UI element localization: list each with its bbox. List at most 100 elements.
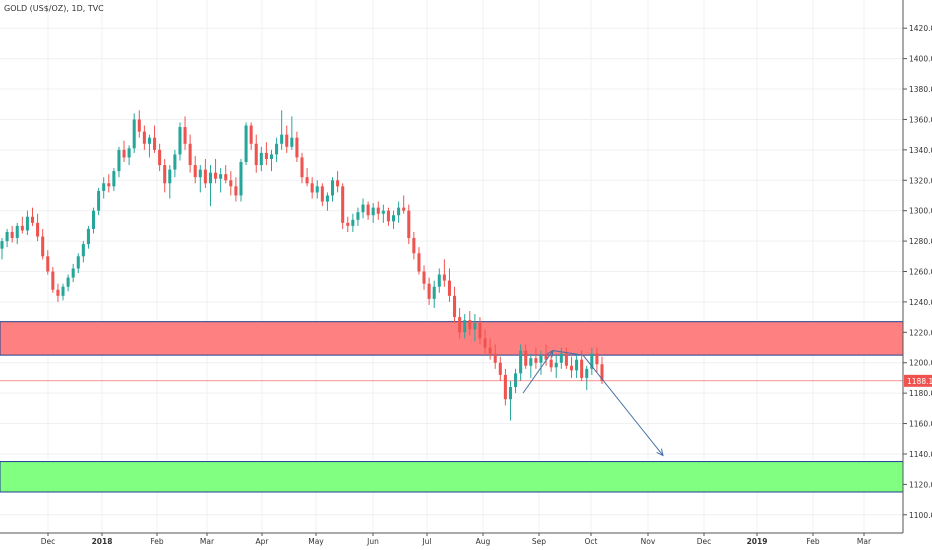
x-tick-label: 2018 [92,537,113,546]
candle-body [300,157,304,178]
candle-body [20,225,24,231]
candle-body [224,174,228,181]
candle-body [15,225,19,239]
y-tick-label: 1280.00 [909,237,932,246]
y-tick-label: 1300.00 [909,207,932,216]
candle-body [503,374,507,400]
candle-body [259,152,263,166]
x-tick-label: 2019 [747,537,768,546]
candle-body [453,295,457,318]
x-tick-label: May [308,537,324,546]
candle-body [580,359,584,378]
candle-body [285,134,289,147]
candle-body [269,154,274,159]
candle-body [153,137,157,150]
x-tick-label: Dec [41,537,56,546]
candle-body [163,165,167,184]
candle-body [336,180,340,187]
candle-body [239,162,243,196]
y-tick-label: 1260.00 [909,268,932,277]
candle-body [234,186,238,196]
candle-body [386,210,390,222]
candle-body [92,210,96,229]
candle-body [193,165,197,178]
candle-body [361,204,365,213]
candle-body [468,320,472,330]
candle-body [97,190,101,211]
candle-body [5,231,9,242]
candle-body [417,253,421,272]
candle-body [346,222,350,226]
y-tick-label: 1340.00 [909,146,932,155]
y-tick-label: 1140.00 [909,450,932,459]
candle-body [249,125,253,144]
candle-body [407,210,411,239]
candle-body [376,207,380,214]
candle-body [320,186,324,202]
arrow-head [546,349,554,358]
candle-body [0,241,4,249]
candle-body [107,183,111,187]
candle-body [412,238,416,254]
candle-body [132,119,136,149]
candle-body [229,180,233,187]
candle-body [554,362,558,368]
y-tick-label: 1180.00 [909,389,932,398]
candle-body [478,323,482,339]
candle-body [590,353,594,369]
x-tick-label: Oct [585,537,598,546]
projection-line [522,350,664,456]
x-tick-label: Feb [806,537,820,546]
y-tick-label: 1420.00 [909,24,932,33]
candle-body [290,137,294,147]
candle-body [208,172,212,184]
candle-body [427,283,431,299]
arrow-head [656,448,664,457]
y-tick-label: 1320.00 [909,176,932,185]
y-tick-label: 1220.00 [909,328,932,337]
candle-body [25,216,29,231]
x-tick-label: Sep [532,537,546,546]
candle-body [356,212,360,220]
candle-body [447,280,451,296]
candle-body [46,256,50,272]
candle-body [569,365,574,371]
candle-body [117,149,121,172]
candle-body [437,274,441,287]
candle-body [315,186,319,193]
candle-body [564,353,568,366]
candle-body [203,169,207,184]
candle-body [325,195,329,202]
candle-body [244,125,248,163]
candle-body [483,338,487,348]
candle-body [10,231,14,239]
candle-body [142,131,146,144]
y-tick-label: 1360.00 [909,115,932,124]
candle-body [137,119,141,132]
candle-body [524,350,528,366]
candle-body [544,355,548,360]
candle-body [122,149,126,158]
candle-body [514,373,518,388]
y-tick-label: 1380.00 [909,85,932,94]
candle-body [56,289,60,296]
candle-body [534,358,538,363]
x-tick-label: Jun [366,537,379,546]
candle-body [422,271,426,284]
candle-body [214,172,218,179]
last-price-badge [904,374,932,387]
candle-body [549,359,553,368]
candle-body [275,143,279,155]
candle-body [585,368,589,378]
x-tick-label: Feb [150,537,164,546]
candle-body [458,317,462,333]
candle-body [36,222,40,237]
candle-body [198,169,202,178]
candle-body [219,174,223,179]
candle-body [529,358,533,366]
candle-body [183,127,187,144]
candle-body [402,207,406,211]
symbol-label: GOLD (US$/OZ), 1D, TVC [4,4,104,13]
